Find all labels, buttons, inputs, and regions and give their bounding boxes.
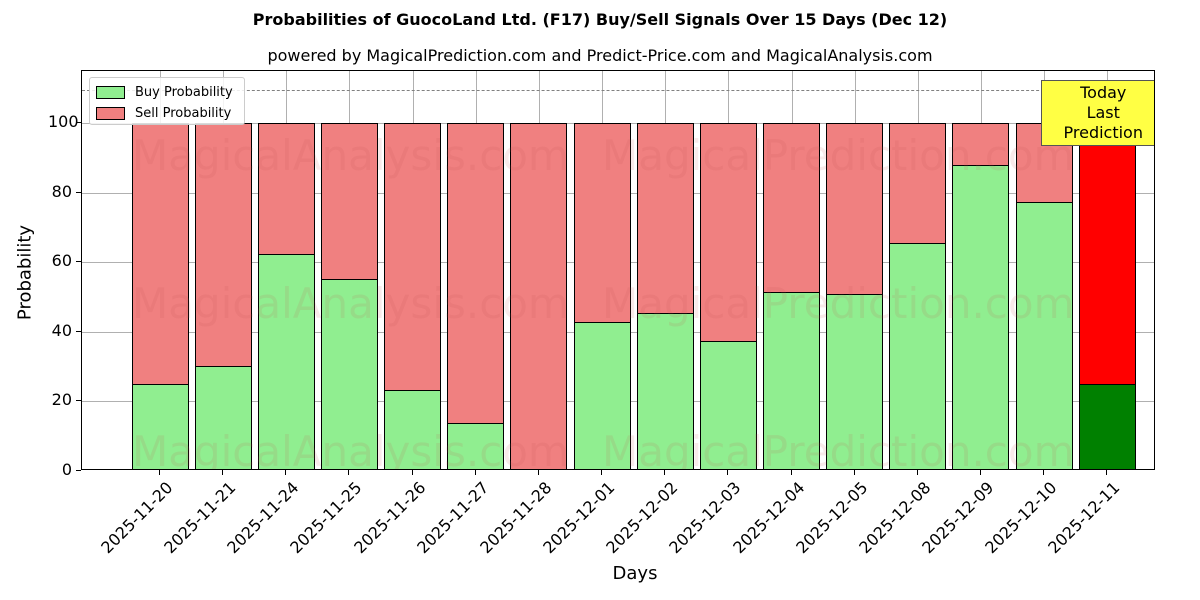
sell-bar [510, 123, 568, 469]
sell-bar [1078, 123, 1136, 386]
chart-subtitle: powered by MagicalPrediction.com and Pre… [267, 46, 933, 65]
y-tick-mark [76, 261, 81, 263]
buy-bar [194, 365, 252, 469]
legend-item-buy: Buy Probability [96, 84, 233, 100]
annotation-line-1: Today [1080, 83, 1127, 102]
x-axis-label: Days [612, 563, 658, 584]
sell-bar [826, 123, 884, 295]
y-tick-label: 20 [51, 390, 72, 410]
plot-area: MagicalAnalysis.comMagicalPrediction.com… [81, 70, 1155, 470]
buy-bar [257, 253, 315, 469]
sell-bar [952, 123, 1010, 167]
x-tick-mark [664, 470, 666, 475]
buy-swatch-icon [96, 85, 125, 99]
y-tick-label: 0 [61, 460, 72, 479]
x-tick-mark [285, 470, 287, 475]
sell-bar [699, 123, 757, 343]
x-tick-mark [790, 470, 792, 475]
x-tick-mark [1043, 470, 1045, 475]
sell-bar [889, 123, 947, 244]
sell-swatch-icon [96, 106, 125, 120]
x-tick-mark [1106, 470, 1108, 475]
buy-bar [763, 292, 820, 469]
y-axis-label: Probability [14, 224, 36, 321]
buy-bar [384, 389, 442, 469]
sell-bar [447, 123, 505, 424]
buy-bar [952, 165, 1010, 469]
y-tick-mark [76, 191, 81, 193]
x-tick-mark [979, 470, 981, 475]
sell-bar [194, 123, 252, 367]
legend-buy-label: Buy Probability [135, 84, 233, 100]
x-tick-mark [348, 470, 350, 475]
sell-bar [131, 123, 189, 386]
buy-bar [131, 384, 189, 469]
buy-bar [699, 341, 757, 469]
x-tick-mark [222, 470, 224, 475]
buy-bar [826, 293, 884, 469]
x-tick-mark [411, 470, 413, 475]
x-tick-mark [601, 470, 603, 475]
buy-bar [447, 422, 505, 469]
x-tick-mark [916, 470, 918, 475]
x-tick-mark [474, 470, 476, 475]
sell-bar [320, 123, 378, 280]
y-tick-mark [76, 400, 81, 402]
sell-bar [384, 123, 442, 391]
y-tick-label: 40 [51, 320, 72, 340]
y-tick-label: 80 [51, 181, 72, 201]
y-tick-label: 60 [51, 251, 72, 271]
annotation-line-2: Last Prediction [1063, 103, 1143, 142]
sell-bar [763, 123, 820, 294]
legend: Buy Probability Sell Probability [89, 77, 245, 125]
sell-bar [636, 123, 694, 315]
sell-bar [573, 123, 631, 324]
buy-bar [1078, 384, 1136, 469]
x-tick-mark [727, 470, 729, 475]
y-tick-mark [76, 470, 81, 471]
reference-line [82, 90, 1154, 91]
x-tick-mark [537, 470, 539, 475]
y-tick-mark [76, 122, 81, 124]
y-tick-mark [76, 330, 81, 332]
y-tick-label: 100 [48, 112, 79, 132]
legend-item-sell: Sell Probability [96, 105, 231, 121]
buy-bar [1015, 202, 1073, 469]
x-tick-mark [159, 470, 160, 475]
x-tick-mark [853, 470, 855, 475]
chart-title: Probabilities of GuocoLand Ltd. (F17) Bu… [252, 10, 948, 29]
buy-bar [889, 242, 947, 469]
buy-bar [573, 322, 631, 469]
buy-bar [636, 313, 694, 469]
today-annotation: Today Last Prediction [1041, 80, 1154, 146]
legend-sell-label: Sell Probability [135, 105, 232, 121]
sell-bar [257, 123, 315, 255]
buy-bar [320, 279, 378, 469]
